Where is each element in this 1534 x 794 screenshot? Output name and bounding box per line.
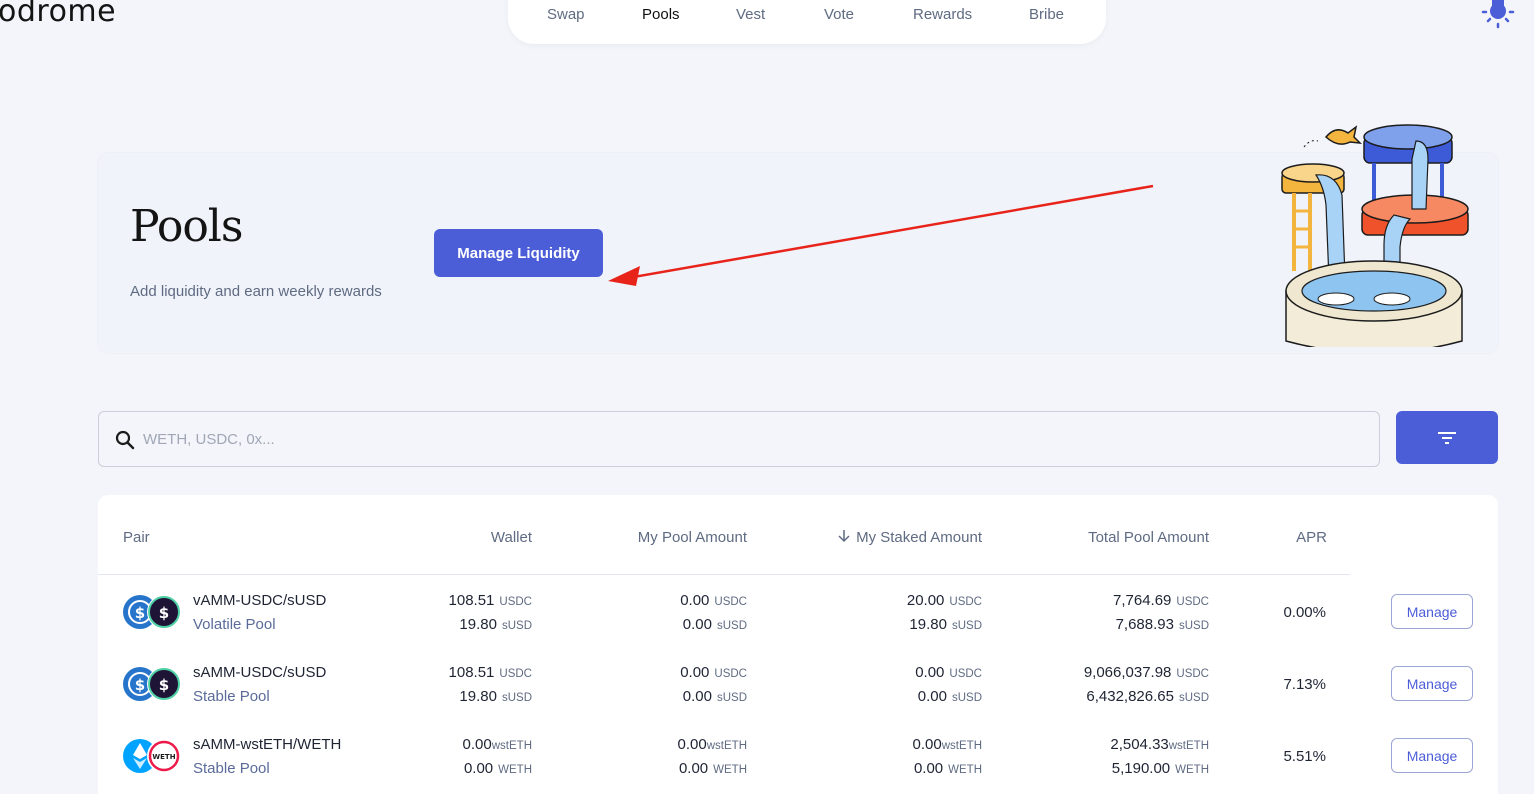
svg-text:$: $ (159, 604, 169, 622)
svg-text:$: $ (135, 676, 145, 694)
pool-amount-a: 0.00 USDC (680, 664, 747, 681)
wallet-amount-b: 19.80 sUSD (459, 616, 532, 633)
pool-amount-b: 0.00 sUSD (682, 616, 747, 633)
search-input[interactable] (143, 412, 1343, 466)
nav-pools[interactable]: Pools (642, 6, 680, 23)
manage-liquidity-button[interactable]: Manage Liquidity (434, 229, 603, 277)
column-pair[interactable]: Pair (123, 529, 150, 546)
staked-amount-a: 0.00wstETH (912, 736, 982, 753)
pair-name: vAMM-USDC/sUSD (193, 592, 327, 609)
nav-rewards[interactable]: Rewards (913, 6, 973, 23)
pool-amount-a: 0.00wstETH (677, 736, 747, 753)
filter-button[interactable] (1396, 411, 1498, 464)
table-row[interactable]: WETH sAMM-wstETH/WETH Stable Pool 0.00ws… (98, 719, 1498, 791)
pool-amount-b: 0.00 WETH (678, 760, 747, 777)
sort-descending-icon (838, 530, 850, 543)
page-title: Pools (130, 201, 243, 252)
table-row[interactable]: $ $ sAMM-USDC/sUSD Stable Pool 108.51 USD… (98, 647, 1498, 719)
apr-value: 0.00% (1283, 604, 1326, 621)
total-amount-a: 7,764.69 USDC (1113, 592, 1209, 609)
column-apr[interactable]: APR (1296, 529, 1327, 546)
wallet-amount-a: 108.51 USDC (448, 664, 532, 681)
pool-search[interactable] (98, 411, 1380, 467)
main-nav: Swap Pools Vest Vote Rewards Bribe (508, 0, 1106, 44)
filter-icon (1438, 432, 1456, 444)
usdc-susd-token-icons: $ $ (123, 667, 181, 701)
total-amount-b: 5,190.00 WETH (1111, 760, 1209, 777)
staked-amount-b: 0.00 WETH (913, 760, 982, 777)
staked-amount-b: 0.00 sUSD (917, 688, 982, 705)
manage-button[interactable]: Manage (1391, 594, 1473, 629)
pools-table: Pair Wallet My Pool Amount My Staked Amo… (98, 495, 1498, 794)
manage-button[interactable]: Manage (1391, 666, 1473, 701)
pair-name: sAMM-USDC/sUSD (193, 664, 327, 681)
pair-name: sAMM-wstETH/WETH (193, 736, 342, 753)
total-amount-b: 7,688.93 sUSD (1115, 616, 1209, 633)
total-amount-a: 2,504.33wstETH (1110, 736, 1209, 753)
svg-text:$: $ (159, 676, 169, 694)
nav-swap[interactable]: Swap (547, 6, 585, 23)
pools-hero: Pools Add liquidity and earn weekly rewa… (98, 124, 1498, 353)
column-my-staked-amount[interactable]: My Staked Amount (838, 529, 982, 546)
app-logo[interactable]: odrome (0, 0, 117, 29)
column-total-pool-amount[interactable]: Total Pool Amount (1088, 529, 1209, 546)
pool-type: Volatile Pool (193, 616, 276, 633)
wallet-amount-a: 108.51 USDC (448, 592, 532, 609)
column-wallet[interactable]: Wallet (490, 529, 532, 546)
pool-type: Stable Pool (193, 688, 270, 705)
wallet-amount-a: 0.00wstETH (462, 736, 532, 753)
search-icon (115, 430, 135, 450)
usdc-susd-token-icons: $ $ (123, 595, 181, 629)
nav-bribe[interactable]: Bribe (1029, 6, 1065, 23)
total-amount-b: 6,432,826.65 sUSD (1086, 688, 1209, 705)
fountain-illustration (1281, 124, 1469, 347)
light-mode-icon[interactable] (1480, 0, 1516, 30)
svg-text:$: $ (135, 604, 145, 622)
column-my-staked-amount-label: My Staked Amount (856, 529, 982, 546)
wsteth-weth-token-icons: WETH (123, 739, 181, 773)
table-row[interactable]: $ $ vAMM-USDC/sUSD Volatile Pool 108.51 U… (98, 575, 1498, 647)
manage-button[interactable]: Manage (1391, 738, 1473, 773)
wallet-amount-b: 19.80 sUSD (459, 688, 532, 705)
svg-text:WETH: WETH (152, 753, 175, 761)
apr-value: 7.13% (1283, 676, 1326, 693)
page-subtitle: Add liquidity and earn weekly rewards (130, 283, 382, 300)
staked-amount-b: 19.80 sUSD (909, 616, 982, 633)
nav-vote[interactable]: Vote (824, 6, 855, 23)
wallet-amount-b: 0.00 WETH (463, 760, 532, 777)
pool-amount-b: 0.00 sUSD (682, 688, 747, 705)
nav-vest[interactable]: Vest (736, 6, 766, 23)
total-amount-a: 9,066,037.98 USDC (1083, 664, 1209, 681)
apr-value: 5.51% (1283, 748, 1326, 765)
column-my-pool-amount[interactable]: My Pool Amount (637, 529, 747, 546)
staked-amount-a: 20.00 USDC (906, 592, 982, 609)
staked-amount-a: 0.00 USDC (915, 664, 982, 681)
pool-amount-a: 0.00 USDC (680, 592, 747, 609)
pool-type: Stable Pool (193, 760, 270, 777)
header-divider (98, 574, 1350, 575)
